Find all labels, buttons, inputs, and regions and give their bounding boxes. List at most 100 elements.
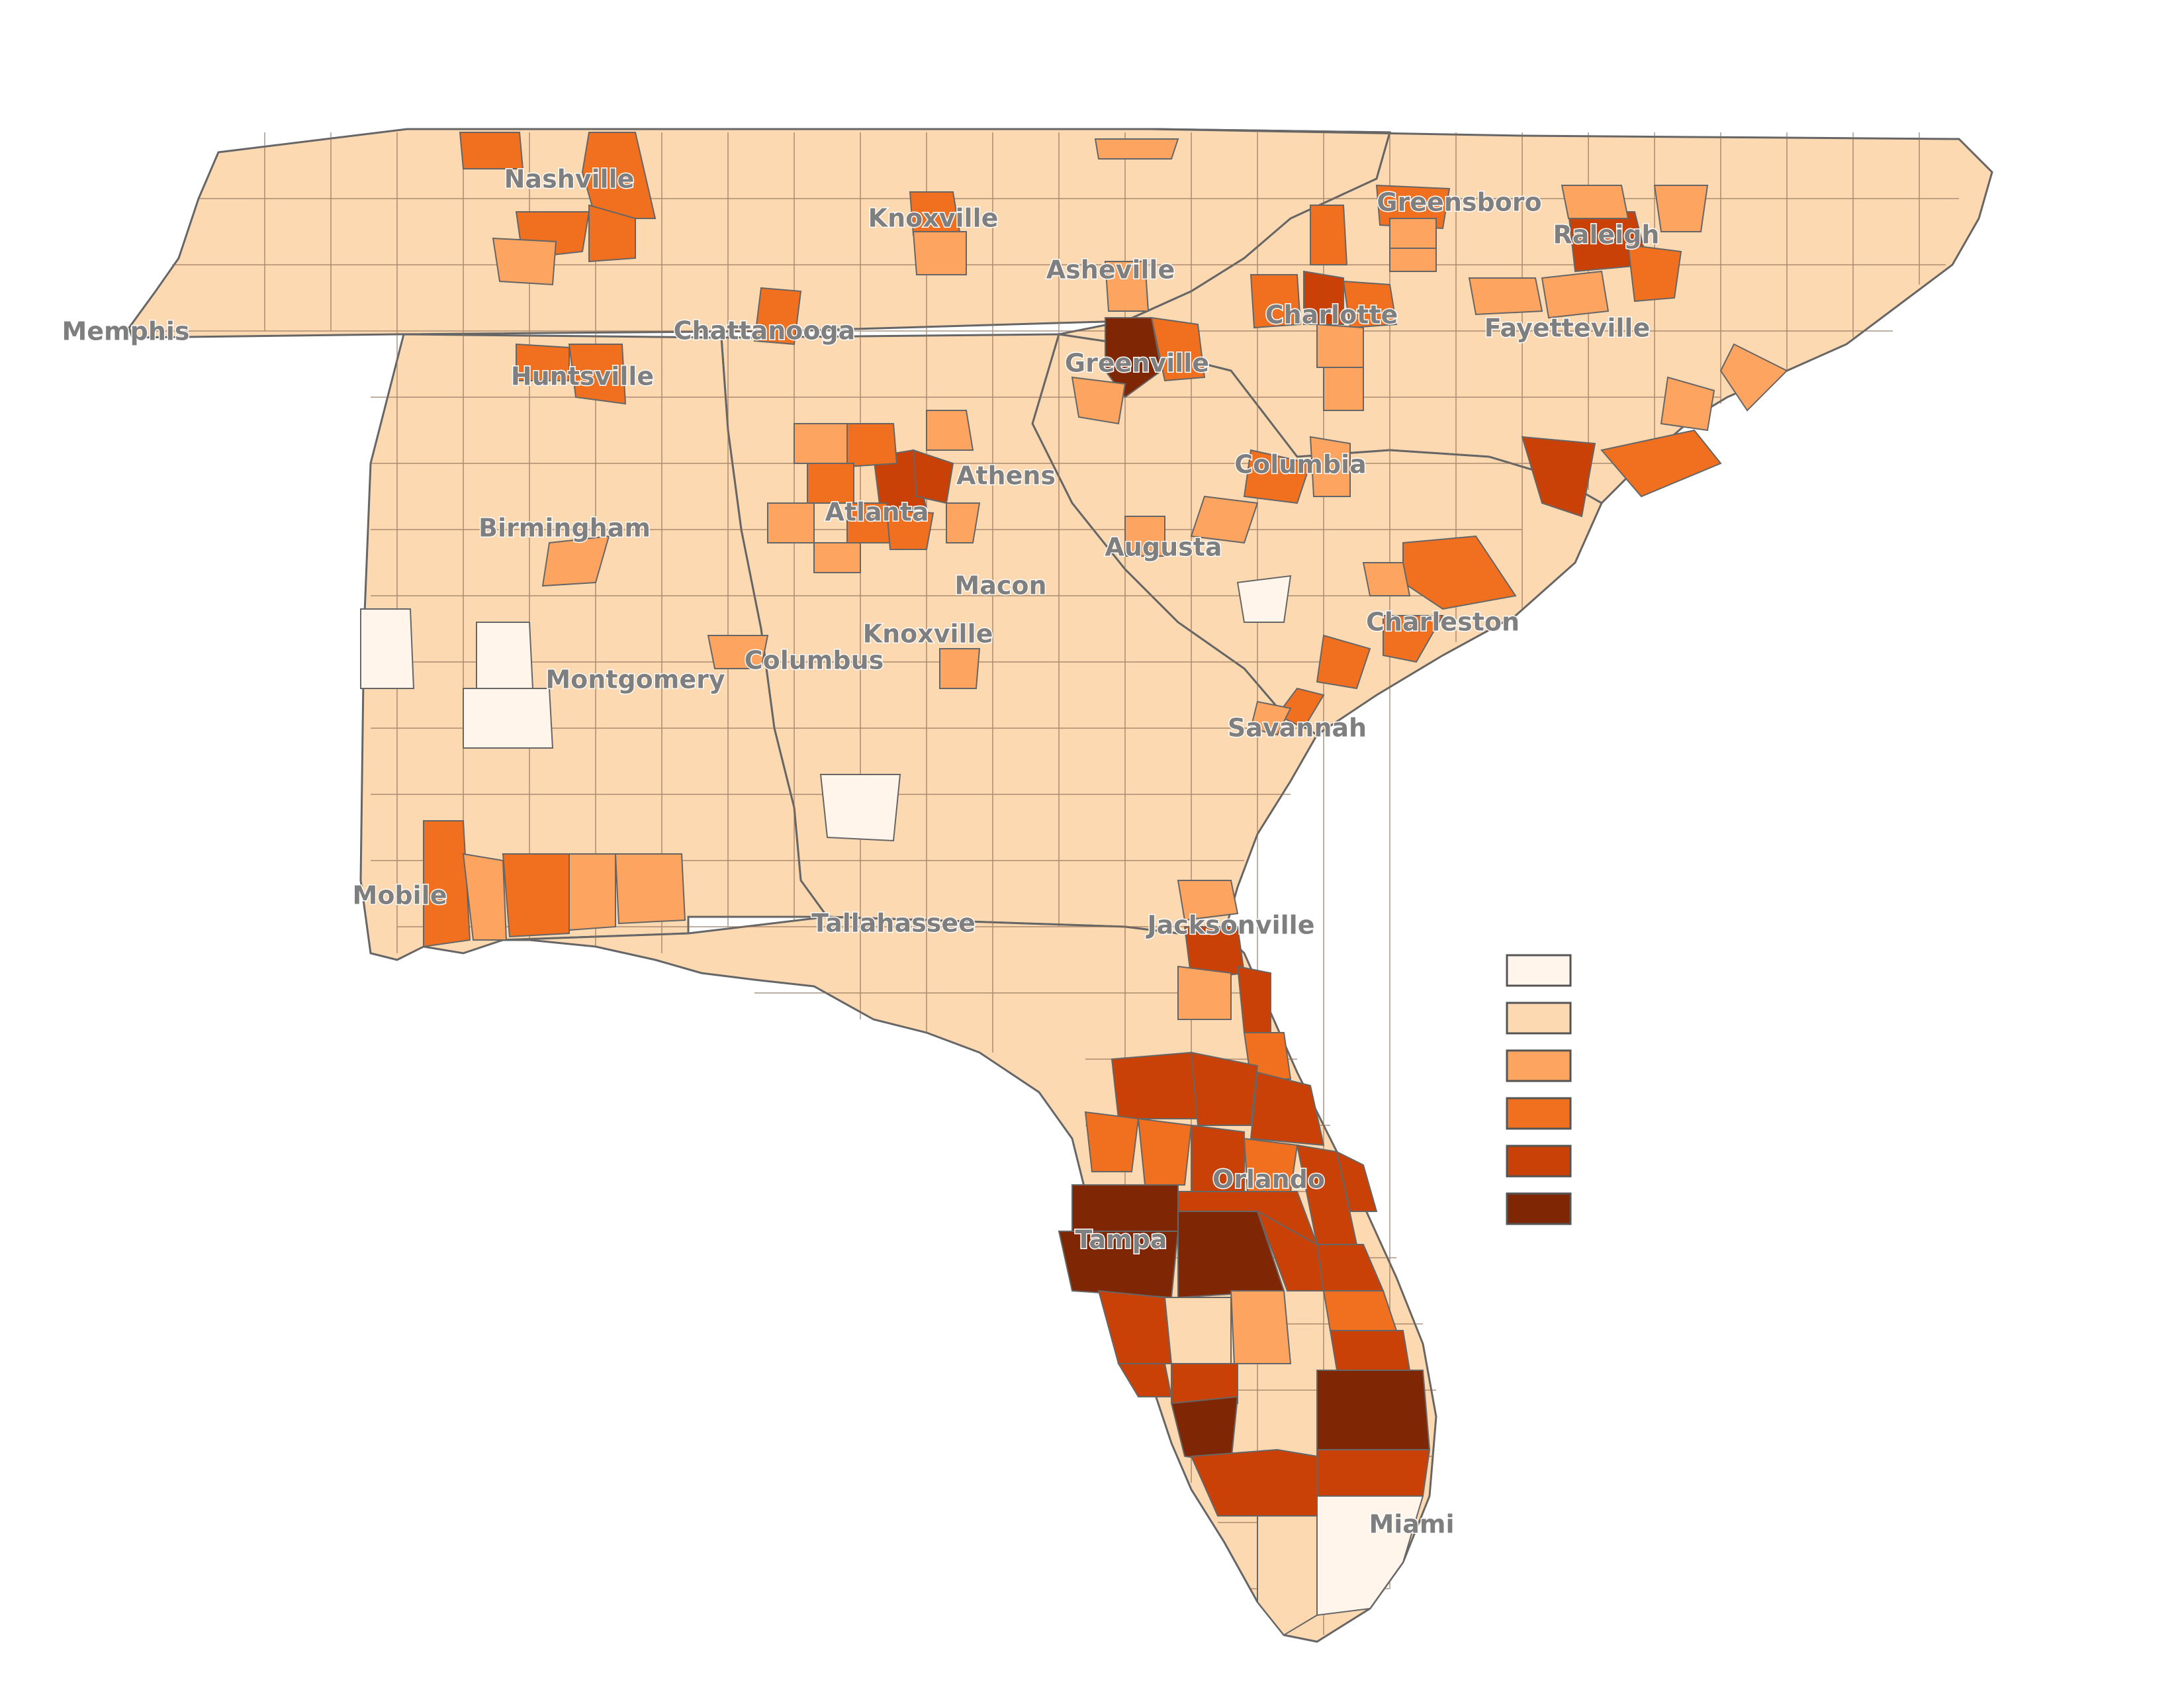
city-label-fayetteville: Fayetteville [1484,314,1650,343]
county-shape [1117,1363,1173,1397]
county-shape [1243,449,1312,504]
city-label-memphis: Memphis [62,317,189,346]
county-shape [1660,376,1715,432]
city-label-nashville: Nashville [504,165,635,194]
city-label-miami: Miami [1369,1510,1454,1539]
legend-swatch-3 [1506,1049,1572,1082]
county-shape [1250,1071,1325,1147]
county-shape [1310,205,1348,265]
legend-swatch-2 [1506,1002,1572,1035]
county-shape [1177,965,1232,1020]
city-label-athens: Athens [956,461,1056,491]
county-shape [1316,634,1371,690]
city-label-chattanooga: Chattanooga [674,316,856,346]
county-shape [1521,436,1596,518]
county-shape [1236,965,1271,1033]
county-shape [813,542,861,573]
city-label-mobile: Mobile [353,881,447,910]
county-shape [569,853,616,931]
city-label-raleigh: Raleigh [1553,220,1660,250]
county-shape [1084,1111,1140,1172]
county-shape [1124,516,1165,557]
county-shape [912,231,967,275]
county-shape [1309,436,1351,497]
city-label-montgomery: Montgomery [545,665,725,694]
city-label-greenville: Greenville [1065,349,1209,378]
county-shape [1719,343,1788,412]
county-shape [516,343,570,381]
county-shape [588,204,636,263]
legend-swatch-4 [1506,1097,1572,1130]
county-shape [568,344,627,405]
county-shape [1097,1289,1173,1364]
city-label-huntsville: Huntsville [511,362,654,391]
county-shape [872,449,928,510]
county-shape [1322,1290,1398,1331]
county-shape [1541,270,1610,319]
county-shape [1316,1449,1431,1497]
county-shape [1230,1290,1292,1364]
county-shape [1468,277,1543,316]
county-shape [1094,138,1179,160]
county-shape [1137,1117,1193,1186]
county-shape [1362,562,1411,596]
city-label-charlotte: Charlotte [1265,301,1398,330]
county-shape [476,622,534,689]
city-label-tallahassee: Tallahassee [811,909,976,938]
highlighted-counties [360,132,1788,1636]
county-shape [939,648,981,689]
city-labels: Nashville Knoxville Greensboro Raleigh A… [61,164,1661,1540]
county-shape [946,502,981,543]
city-label-knoxville-ga: Knoxville [863,620,993,649]
county-shape [819,774,901,842]
city-label-columbia: Columbia [1234,450,1367,479]
county-shape [1316,323,1364,368]
county-shape [541,535,610,587]
county-shape [1329,1330,1411,1371]
city-label-macon: Macon [954,571,1046,600]
county-shape [1163,1297,1232,1364]
county-shape [492,237,557,286]
county-shape [1104,261,1150,312]
city-label-tampa: Tampa [1075,1225,1167,1254]
county-shape [360,608,415,689]
city-label-orlando: Orlando [1212,1165,1325,1194]
county-shape [846,423,898,468]
county-shape [1627,244,1682,303]
county-shape [794,423,848,464]
county-shape [886,508,934,550]
county-shape [1336,1150,1378,1212]
county-shape [1600,429,1722,498]
county-shape [462,853,508,941]
county-shape [1190,495,1259,544]
legend-swatch-6 [1506,1192,1572,1225]
county-shape [1389,218,1437,249]
county-shape [463,688,554,749]
legend [1506,954,1572,1225]
county-shape [1342,280,1398,329]
county-shape [1150,316,1206,382]
county-shape [614,853,686,925]
county-shape [1561,185,1629,219]
county-shape [1071,1184,1179,1232]
county-shape [1071,376,1126,425]
county-shape [1257,1515,1318,1636]
county-shape [1105,317,1163,399]
city-label-greensboro: Greensboro [1377,188,1541,217]
county-shape [1303,270,1344,325]
county-shape [1276,687,1325,729]
county-shape [1250,700,1292,736]
legend-swatch-1 [1506,954,1572,987]
county-shape [1177,880,1239,921]
city-label-asheville: Asheville [1046,256,1175,285]
county-shape [1653,185,1709,232]
city-label-jacksonville: Jacksonville [1146,911,1315,940]
county-shape [423,820,471,948]
county-shape [753,287,802,346]
county-shape [926,410,974,451]
county-shape [707,635,769,669]
city-label-charleston: Charleston [1366,608,1520,637]
county-shape [1383,615,1444,663]
county-shape [1190,1051,1259,1126]
county-shape [767,502,815,543]
